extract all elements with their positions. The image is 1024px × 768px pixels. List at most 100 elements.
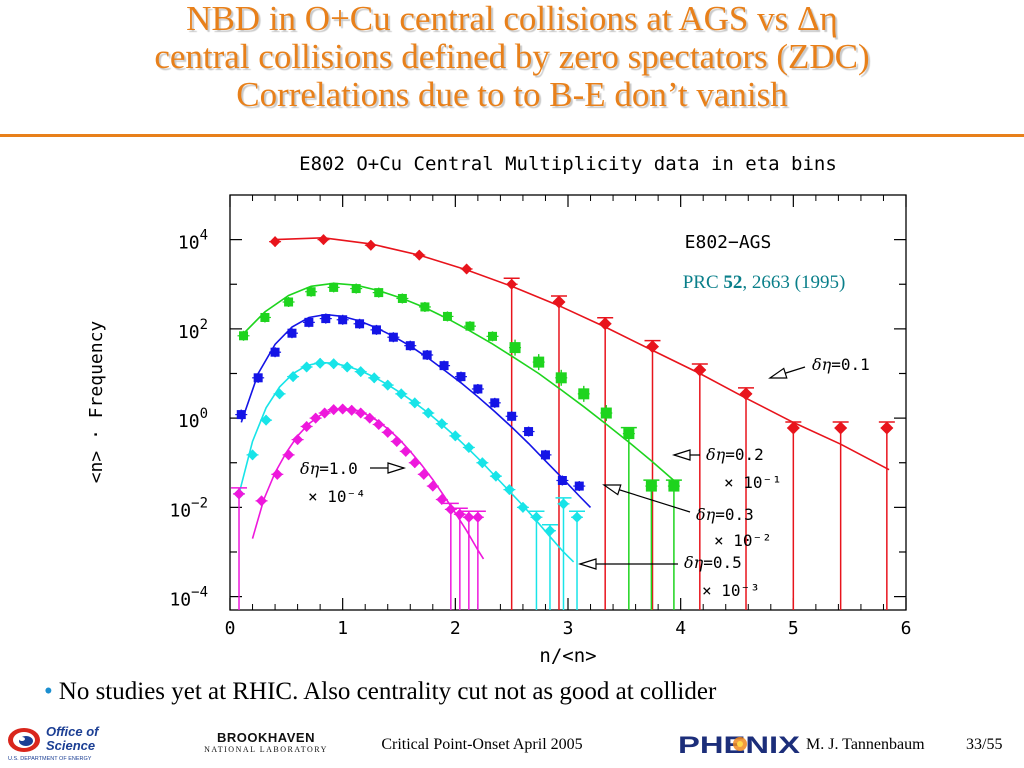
data-point — [391, 435, 403, 447]
series-scale-label: × 10⁻⁴ — [308, 487, 366, 506]
series-label-value: =0.1 — [831, 355, 870, 374]
bullet-point: • No studies yet at RHIC. Also centrality… — [44, 678, 716, 706]
data-point — [436, 494, 448, 506]
series-group — [231, 403, 486, 610]
y-tick-exponent: −4 — [191, 585, 208, 601]
fit-curve — [275, 236, 890, 471]
data-point — [544, 525, 556, 537]
data-point — [292, 434, 304, 446]
data-point — [420, 302, 430, 312]
fit-curve — [238, 361, 575, 563]
series-label-delta-eta: δη — [812, 355, 832, 374]
data-point — [269, 236, 281, 248]
data-point — [739, 387, 753, 401]
data-point — [368, 372, 380, 384]
title-line-1: NBD in O+Cu central collisions at AGS vs… — [186, 0, 838, 38]
data-point — [405, 341, 415, 351]
y-axis-label: <n> · Frequency — [86, 321, 107, 484]
data-point — [365, 239, 377, 251]
data-point — [301, 420, 313, 432]
data-point — [578, 388, 590, 400]
data-point — [301, 361, 313, 373]
series-label-delta-eta: δη — [706, 445, 726, 464]
data-point — [274, 388, 286, 400]
data-point — [600, 407, 612, 419]
data-point — [488, 331, 498, 341]
x-axis-label: n/<n> — [539, 645, 596, 667]
doe-swirl-icon — [8, 728, 40, 752]
data-point — [490, 470, 502, 482]
data-point — [834, 421, 848, 435]
data-point — [397, 293, 407, 303]
y-tick-exponent: 2 — [200, 317, 208, 333]
slide-title: NBD in O+Cu central collisions at AGS vs… — [0, 0, 1024, 114]
data-point — [454, 508, 466, 520]
data-point — [310, 412, 322, 424]
series-group — [237, 282, 682, 610]
y-tick-label: 102 — [178, 317, 208, 343]
data-point — [321, 314, 331, 324]
series-scale-label: × 10⁻² — [714, 531, 772, 550]
footer-author: M. J. Tannenbaum — [806, 736, 925, 753]
x-tick-label: 1 — [337, 618, 348, 639]
ref-volume: 52 — [723, 272, 742, 293]
data-point — [283, 449, 295, 461]
data-point — [517, 501, 529, 513]
fit-curve — [240, 282, 675, 482]
y-tick-base: 10 — [178, 411, 200, 432]
data-point — [341, 361, 353, 373]
data-point — [355, 407, 367, 419]
data-point — [284, 297, 294, 307]
data-point — [552, 295, 566, 309]
data-point — [490, 398, 500, 408]
data-point — [439, 361, 449, 371]
data-point — [287, 371, 299, 383]
data-point — [409, 397, 421, 409]
data-point — [373, 418, 385, 430]
data-point — [463, 441, 475, 453]
brookhaven-logo: BROOKHAVEN NATIONAL LABORATORY — [196, 730, 336, 760]
data-point — [247, 449, 259, 461]
office-line-1: Office of — [46, 724, 100, 739]
y-tick-exponent: −2 — [191, 495, 208, 511]
data-point — [371, 325, 381, 335]
arrow-head-icon — [602, 484, 622, 496]
data-point — [540, 450, 550, 460]
y-tick-base: 10 — [169, 590, 191, 611]
y-tick-base: 10 — [178, 233, 200, 254]
series-label-value: =0.5 — [703, 553, 742, 572]
data-point — [530, 511, 542, 523]
arrow-head-icon — [577, 558, 597, 570]
data-point — [400, 445, 412, 457]
data-point — [623, 428, 635, 440]
bnl-line-1: BROOKHAVEN — [217, 730, 315, 745]
data-point — [382, 379, 394, 391]
data-point — [319, 407, 331, 419]
data-point — [449, 430, 461, 442]
data-point — [422, 407, 434, 419]
data-point — [355, 319, 365, 329]
data-point — [253, 373, 263, 383]
x-tick-label: 2 — [450, 618, 461, 639]
title-line-3: Correlations due to to B-E don’t vanish — [236, 75, 788, 114]
data-point — [239, 331, 249, 341]
data-point — [436, 418, 448, 430]
data-point — [524, 427, 534, 437]
y-tick-label: 100 — [178, 406, 208, 432]
data-point — [287, 328, 297, 338]
x-tick-label: 4 — [675, 618, 686, 639]
arrow-head-icon — [387, 462, 407, 474]
data-point — [557, 475, 567, 485]
plot-frame — [229, 194, 907, 611]
data-point — [306, 287, 316, 297]
data-point — [304, 317, 314, 327]
office-of-science-logo: Office of Science U.S. DEPARTMENT OF ENE… — [8, 724, 100, 762]
y-tick-exponent: 0 — [200, 406, 208, 422]
data-point — [318, 234, 330, 246]
x-tick-label: 6 — [901, 618, 912, 639]
y-tick-label: 10−4 — [169, 585, 208, 611]
data-point — [337, 403, 349, 415]
footer-event: Critical Point-Onset April 2005 — [381, 736, 583, 753]
data-point — [555, 372, 567, 384]
chart-title: E802 O+Cu Central Multiplicity data in e… — [299, 153, 837, 175]
